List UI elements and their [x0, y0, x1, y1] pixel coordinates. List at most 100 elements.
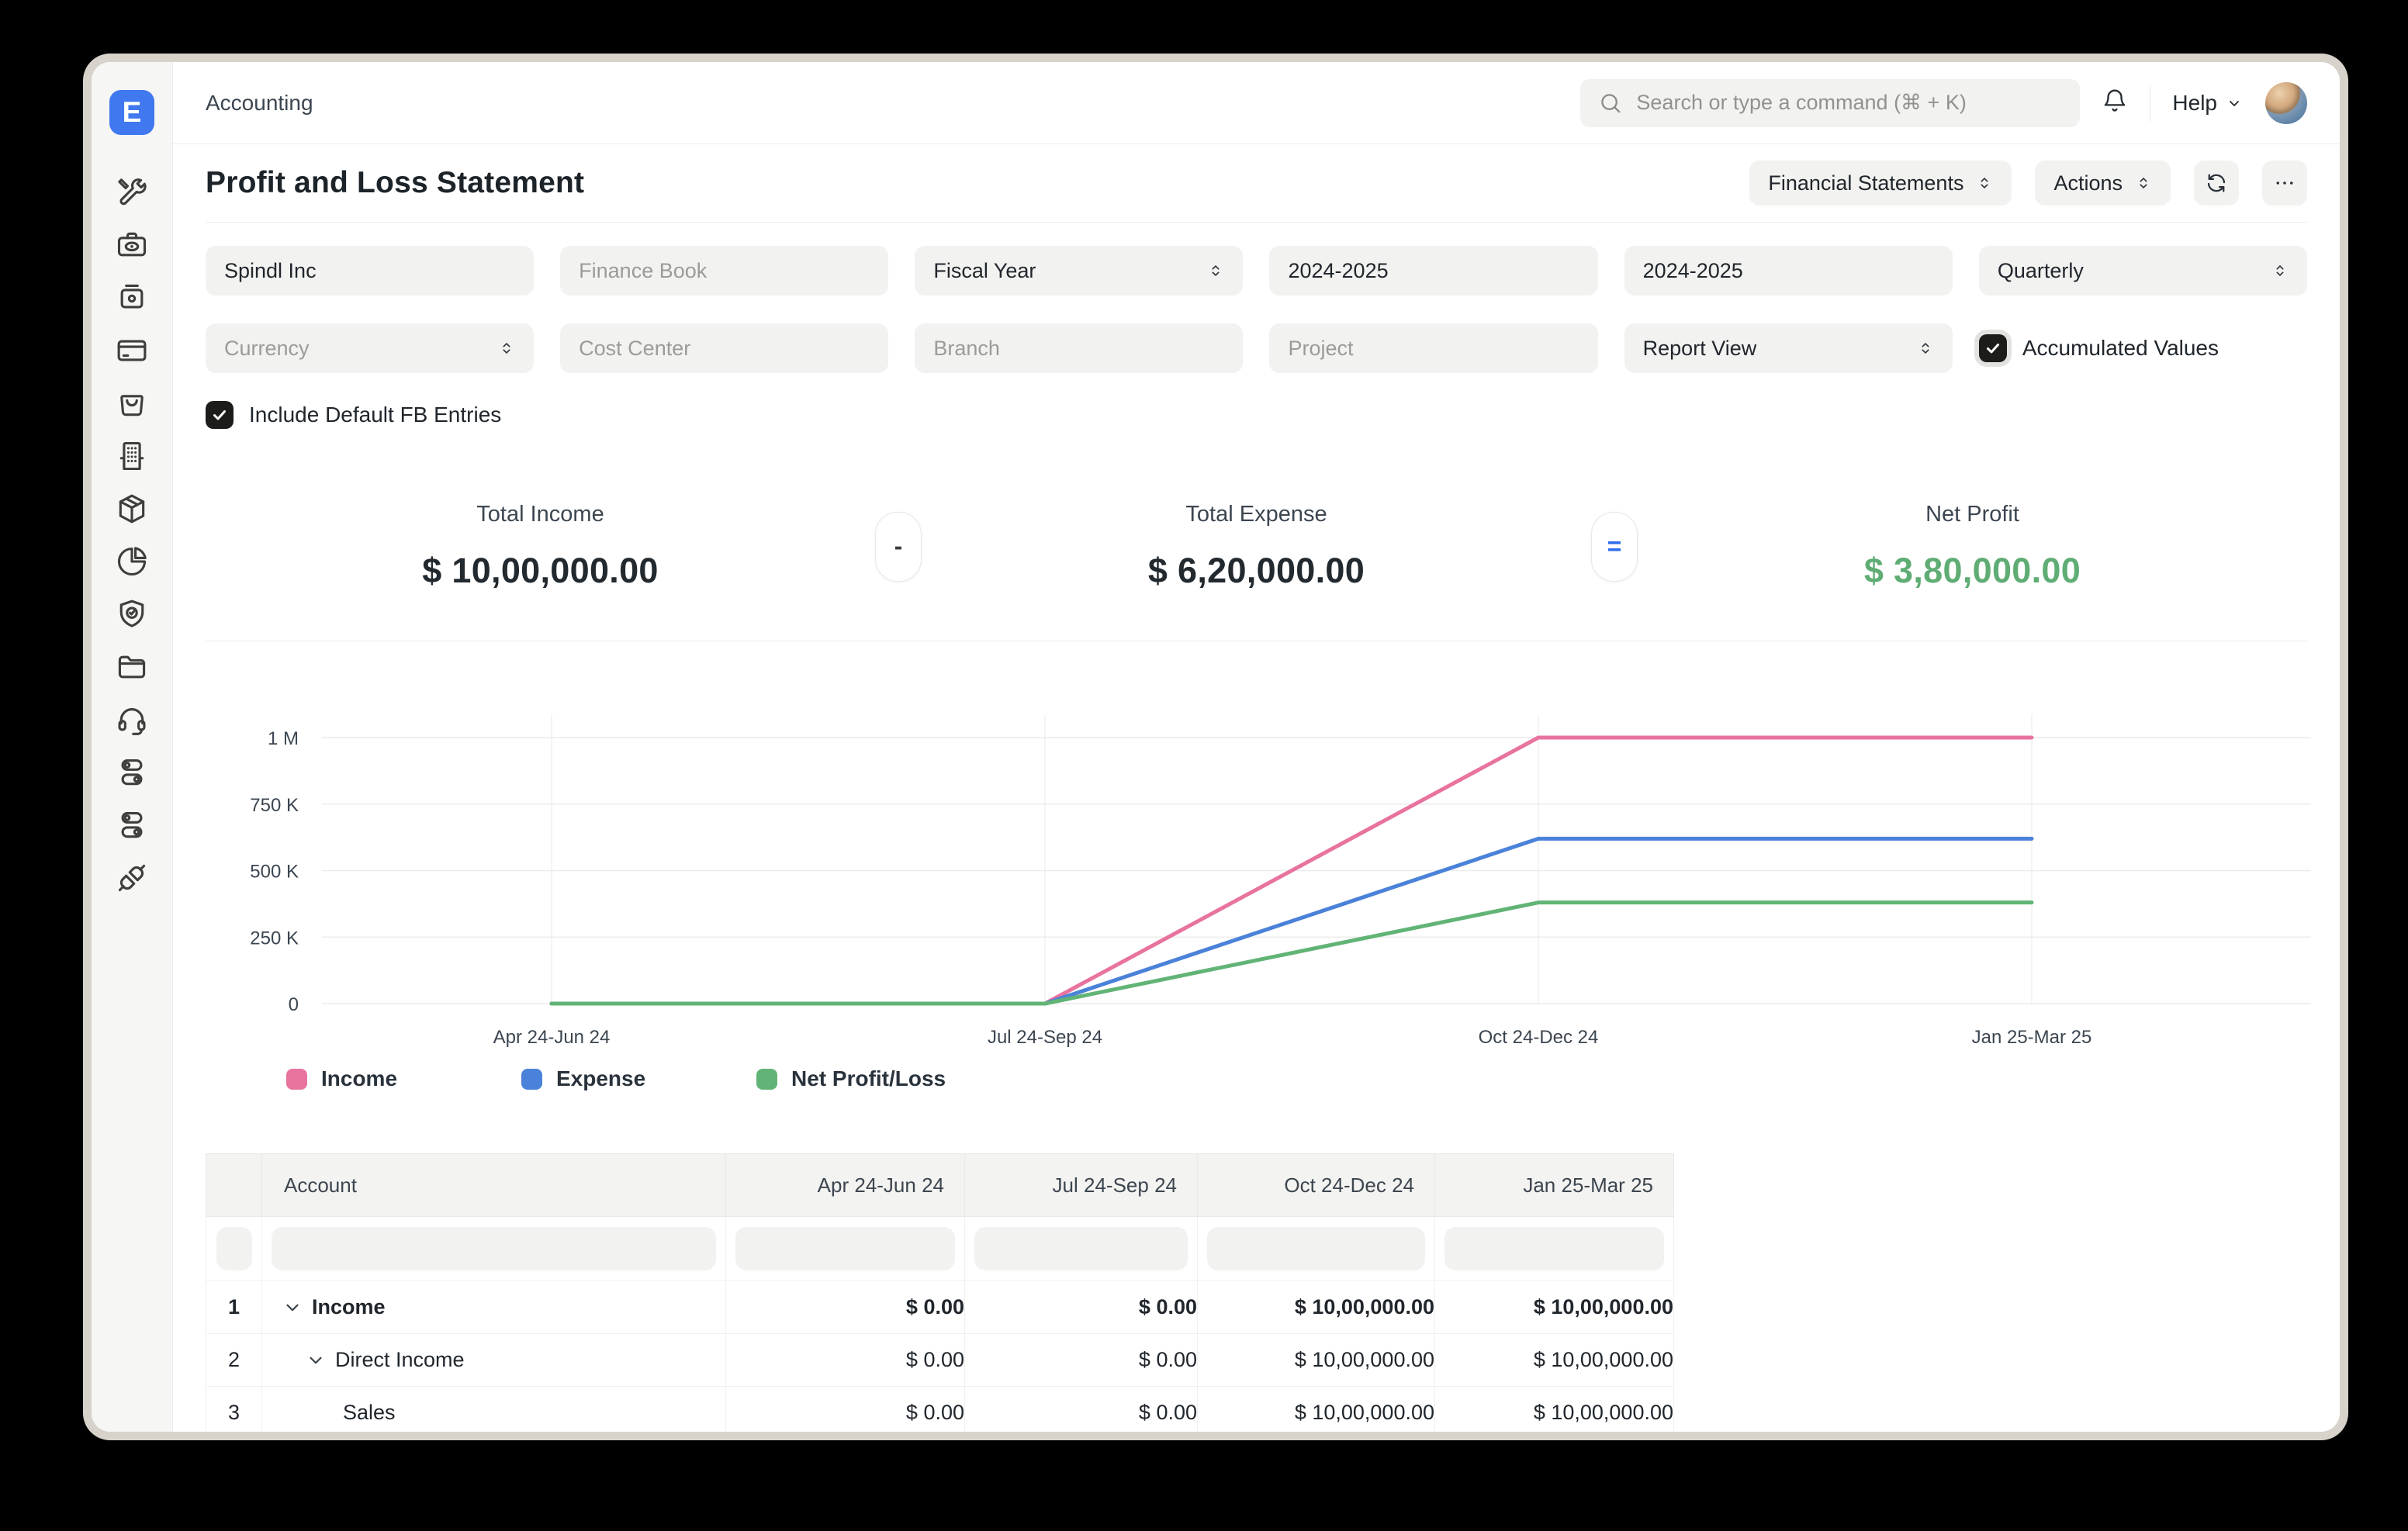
legend-swatch-icon: [286, 1068, 307, 1090]
accumulated-values-checkbox[interactable]: [1978, 334, 2007, 362]
chevron-down-icon: [2230, 100, 2239, 106]
page-title: Profit and Loss Statement: [206, 166, 585, 199]
period-column-header[interactable]: Jan 25-Mar 25: [1434, 1153, 1674, 1217]
refresh-button[interactable]: [2194, 161, 2239, 206]
chevron-down-icon[interactable]: [306, 1350, 326, 1370]
pie-chart-icon: [117, 547, 147, 576]
amount-cell[interactable]: $ 10,00,000.00: [1434, 1333, 1674, 1387]
amount-cell[interactable]: $ 10,00,000.00: [1197, 1333, 1435, 1387]
filter-periodicity[interactable]: Quarterly: [1978, 246, 2307, 295]
sidebar-item-money[interactable]: [104, 219, 160, 271]
include-default-fb-checkbox[interactable]: [206, 401, 234, 429]
account-name: Sales: [343, 1401, 396, 1424]
report-group-dropdown[interactable]: Financial Statements: [1749, 161, 2012, 206]
filter-cost-center-value: Cost Center: [579, 336, 691, 360]
table-filter-row: [206, 1216, 1674, 1281]
account-cell[interactable]: Direct Income: [262, 1348, 725, 1372]
sidebar-item-toggles[interactable]: [104, 746, 160, 799]
account-cell[interactable]: Income: [262, 1295, 725, 1319]
table-filter-input[interactable]: [272, 1227, 716, 1270]
shopping-bag-icon: [120, 395, 144, 416]
amount-cell[interactable]: $ 0.00: [964, 1386, 1198, 1432]
chevron-down-icon[interactable]: [282, 1298, 303, 1318]
include-default-fb-label: Include Default FB Entries: [249, 403, 502, 427]
filter-finance-book[interactable]: Finance Book: [560, 246, 889, 295]
period-column-header[interactable]: Oct 24-Dec 24: [1197, 1153, 1435, 1217]
amount-cell[interactable]: $ 10,00,000.00: [1197, 1280, 1435, 1334]
more-options-button[interactable]: [2262, 161, 2307, 206]
check-icon: [1986, 344, 1999, 354]
chevron-up-down-icon: [1981, 178, 1988, 188]
app-logo[interactable]: E: [109, 90, 154, 135]
amount-cell[interactable]: $ 0.00: [725, 1333, 965, 1387]
filter-to-fiscal-year-value: 2024-2025: [1642, 258, 1743, 282]
period-column-header[interactable]: Jul 24-Sep 24: [964, 1153, 1198, 1217]
sidebar-item-package[interactable]: [104, 482, 160, 535]
sidebar-item-folder[interactable]: [104, 641, 160, 693]
legend-item-expense: Expense: [521, 1066, 756, 1091]
accumulated-values-label: Accumulated Values: [2022, 336, 2219, 360]
actions-dropdown[interactable]: Actions: [2035, 161, 2171, 206]
filter-project[interactable]: Project: [1269, 323, 1598, 373]
table-filter-input[interactable]: [735, 1227, 955, 1270]
account-cell[interactable]: Sales: [262, 1401, 725, 1425]
table-row-direct-income: 2 Direct Income $ 0.00 $ 0.00 $ 10,00,000.00…: [206, 1333, 1674, 1387]
amount-cell[interactable]: $ 10,00,000.00: [1197, 1386, 1435, 1432]
legend-item-net-profit-loss: Net Profit/Loss: [756, 1066, 991, 1091]
breadcrumb[interactable]: Accounting: [206, 90, 313, 115]
help-menu[interactable]: Help: [2172, 91, 2244, 116]
pnl-line-chart: 1 M 750 K 500 K 250 K 0 Apr 24-Jun 24 Jul 24-S…: [250, 714, 2311, 1048]
filter-branch[interactable]: Branch: [915, 323, 1244, 373]
sidebar-item-pie-chart[interactable]: [104, 535, 160, 588]
notifications-button[interactable]: [2102, 88, 2128, 118]
sidebar-item-tools[interactable]: [104, 166, 160, 219]
filter-cost-center[interactable]: Cost Center: [560, 323, 889, 373]
chevron-up-down-icon: [2140, 178, 2147, 188]
amount-cell[interactable]: $ 0.00: [725, 1386, 965, 1432]
user-avatar[interactable]: [2265, 81, 2307, 124]
shield-check-icon: [119, 600, 144, 627]
period-column-header[interactable]: Apr 24-Jun 24: [725, 1153, 965, 1217]
sidebar-item-plug[interactable]: [104, 852, 160, 904]
toggles-icon: [121, 759, 143, 786]
amount-cell[interactable]: $ 0.00: [725, 1280, 965, 1334]
account-name: Income: [312, 1295, 386, 1318]
sidebar-item-toggles-2[interactable]: [104, 799, 160, 852]
table-filter-input[interactable]: [216, 1227, 252, 1270]
filter-report-view[interactable]: Report View: [1624, 323, 1953, 373]
account-name: Direct Income: [335, 1348, 465, 1371]
legend-label: Net Profit/Loss: [791, 1066, 946, 1090]
table-filter-input[interactable]: [1207, 1227, 1425, 1270]
package-icon: [119, 494, 145, 524]
help-label: Help: [2172, 90, 2217, 115]
filter-project-value: Project: [1288, 336, 1354, 360]
search-input[interactable]: Search or type a command (⌘ + K): [1580, 78, 2081, 127]
table-filter-input[interactable]: [974, 1227, 1188, 1270]
sidebar-item-headset[interactable]: [104, 693, 160, 746]
filter-period-basis[interactable]: Fiscal Year: [915, 246, 1244, 295]
filter-currency[interactable]: Currency: [206, 323, 535, 373]
row-number-header: [206, 1153, 262, 1217]
search-icon: [1601, 93, 1621, 112]
amount-cell[interactable]: $ 0.00: [964, 1280, 1198, 1334]
account-column-header[interactable]: Account: [261, 1153, 726, 1217]
amount-cell[interactable]: $ 0.00: [964, 1333, 1198, 1387]
filter-from-fiscal-year[interactable]: 2024-2025: [1269, 246, 1598, 295]
equals-operator-badge: =: [1591, 511, 1638, 582]
amount-cell[interactable]: $ 10,00,000.00: [1434, 1280, 1674, 1334]
chart-line-net-profit-loss: [549, 900, 2034, 1006]
total-income-label: Total Income: [476, 502, 604, 527]
amount-cell[interactable]: $ 10,00,000.00: [1434, 1386, 1674, 1432]
sidebar-item-shopping-bag[interactable]: [104, 377, 160, 430]
filter-to-fiscal-year[interactable]: 2024-2025: [1624, 246, 1953, 295]
sidebar-item-building[interactable]: [104, 430, 160, 482]
folder-icon: [118, 655, 146, 679]
filter-company[interactable]: Spindl Inc: [206, 246, 535, 295]
table-filter-input[interactable]: [1444, 1227, 1664, 1270]
sidebar-item-credit-card[interactable]: [104, 324, 160, 377]
x-axis-tick: Oct 24-Dec 24: [1479, 1027, 1599, 1048]
sidebar-item-shield-check[interactable]: [104, 588, 160, 641]
sidebar-item-cash-register[interactable]: [104, 271, 160, 324]
tools-icon: [118, 178, 147, 206]
topbar: Accounting Search or type a command (⌘ +…: [173, 62, 2340, 144]
